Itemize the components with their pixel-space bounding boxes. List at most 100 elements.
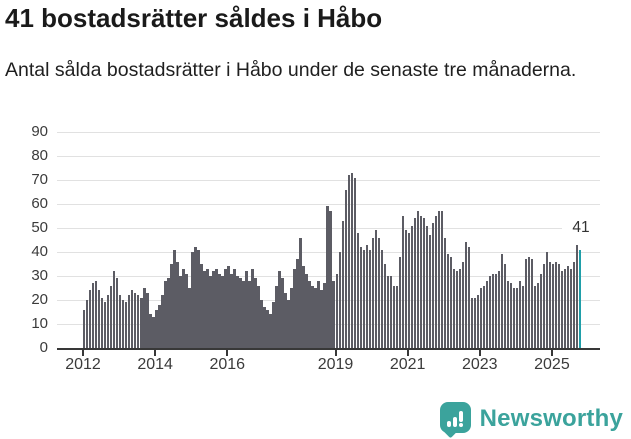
bar bbox=[572, 261, 576, 348]
bar bbox=[446, 254, 450, 348]
bar bbox=[314, 288, 317, 348]
bar bbox=[506, 280, 510, 348]
bar bbox=[311, 285, 314, 348]
bar bbox=[146, 292, 149, 348]
bar bbox=[368, 249, 371, 348]
bar bbox=[551, 264, 555, 348]
bar bbox=[374, 230, 377, 348]
y-axis-label: 20 bbox=[31, 291, 48, 308]
x-axis-label: 2025 bbox=[534, 356, 570, 373]
bar bbox=[563, 268, 567, 348]
logo-badge-icon bbox=[439, 402, 471, 439]
bar bbox=[413, 218, 417, 348]
bar bbox=[188, 288, 191, 348]
bar bbox=[212, 271, 215, 348]
bar bbox=[101, 297, 104, 348]
bar bbox=[443, 237, 447, 348]
x-axis-tick bbox=[154, 350, 157, 356]
bar bbox=[476, 295, 480, 348]
bar bbox=[86, 300, 89, 348]
bar bbox=[104, 302, 107, 348]
bar bbox=[203, 271, 206, 348]
bar bbox=[464, 242, 468, 348]
bar bbox=[548, 261, 552, 348]
x-axis-tick bbox=[226, 350, 229, 356]
bar bbox=[224, 268, 227, 348]
bar bbox=[380, 249, 383, 348]
bar bbox=[338, 252, 341, 348]
bar bbox=[479, 288, 483, 348]
bar bbox=[179, 276, 182, 348]
bar bbox=[158, 304, 161, 348]
bar bbox=[272, 302, 275, 348]
bar bbox=[185, 273, 188, 348]
x-axis-label: 2016 bbox=[209, 356, 246, 373]
bar bbox=[302, 266, 305, 348]
bar bbox=[425, 225, 429, 348]
bar bbox=[92, 283, 95, 348]
logo-text: Newsworthy bbox=[479, 404, 623, 432]
bar bbox=[266, 309, 269, 348]
bar bbox=[566, 266, 570, 348]
bar bbox=[518, 280, 522, 348]
bar bbox=[527, 256, 531, 348]
bar bbox=[458, 268, 462, 348]
bar bbox=[230, 273, 233, 348]
bar bbox=[539, 273, 543, 348]
page-title: 41 bostadsrätter såldes i Håbo bbox=[5, 3, 383, 33]
bar bbox=[194, 247, 197, 348]
bar bbox=[305, 273, 308, 348]
bar bbox=[467, 247, 471, 348]
bar bbox=[371, 237, 374, 348]
x-axis-tick bbox=[406, 350, 409, 356]
bar bbox=[356, 232, 359, 348]
bar bbox=[482, 285, 486, 348]
bar bbox=[545, 252, 549, 348]
bar bbox=[251, 268, 254, 348]
bar bbox=[554, 261, 558, 348]
bar bbox=[509, 283, 513, 348]
bar bbox=[122, 300, 125, 348]
y-axis-label: 30 bbox=[31, 267, 48, 284]
bar bbox=[89, 290, 92, 348]
bar bbox=[323, 283, 326, 348]
newsworthy-logo: Newsworthy bbox=[439, 402, 623, 439]
bar bbox=[419, 216, 423, 348]
bar bbox=[161, 295, 164, 348]
bar bbox=[449, 256, 453, 348]
bar bbox=[167, 278, 170, 348]
bar bbox=[239, 278, 242, 348]
chart-plot bbox=[57, 126, 600, 350]
bar bbox=[317, 280, 320, 348]
bar bbox=[452, 268, 456, 348]
bar bbox=[536, 283, 540, 348]
bar bbox=[560, 271, 564, 348]
bar bbox=[296, 259, 299, 348]
bar bbox=[287, 300, 290, 348]
bar bbox=[191, 252, 194, 348]
bar bbox=[236, 276, 239, 348]
logo-bar-1 bbox=[446, 421, 451, 427]
y-axis-label: 50 bbox=[31, 219, 48, 236]
bar bbox=[269, 314, 272, 348]
y-axis-label: 60 bbox=[31, 195, 48, 212]
bar bbox=[470, 297, 474, 348]
y-axis-label: 0 bbox=[39, 339, 48, 356]
bar bbox=[218, 273, 221, 348]
bar bbox=[233, 268, 236, 348]
bar bbox=[152, 316, 155, 348]
y-axis-label: 10 bbox=[31, 315, 48, 332]
bar bbox=[386, 276, 389, 348]
bar bbox=[569, 268, 573, 348]
bar bbox=[407, 232, 411, 348]
bar bbox=[293, 268, 296, 348]
bar bbox=[290, 288, 293, 348]
bar bbox=[113, 271, 116, 348]
bar bbox=[434, 216, 438, 348]
bar bbox=[473, 297, 477, 348]
bar bbox=[116, 278, 119, 348]
y-axis-label: 70 bbox=[31, 171, 48, 188]
bar bbox=[416, 211, 420, 348]
x-axis-label: 2023 bbox=[461, 356, 498, 373]
